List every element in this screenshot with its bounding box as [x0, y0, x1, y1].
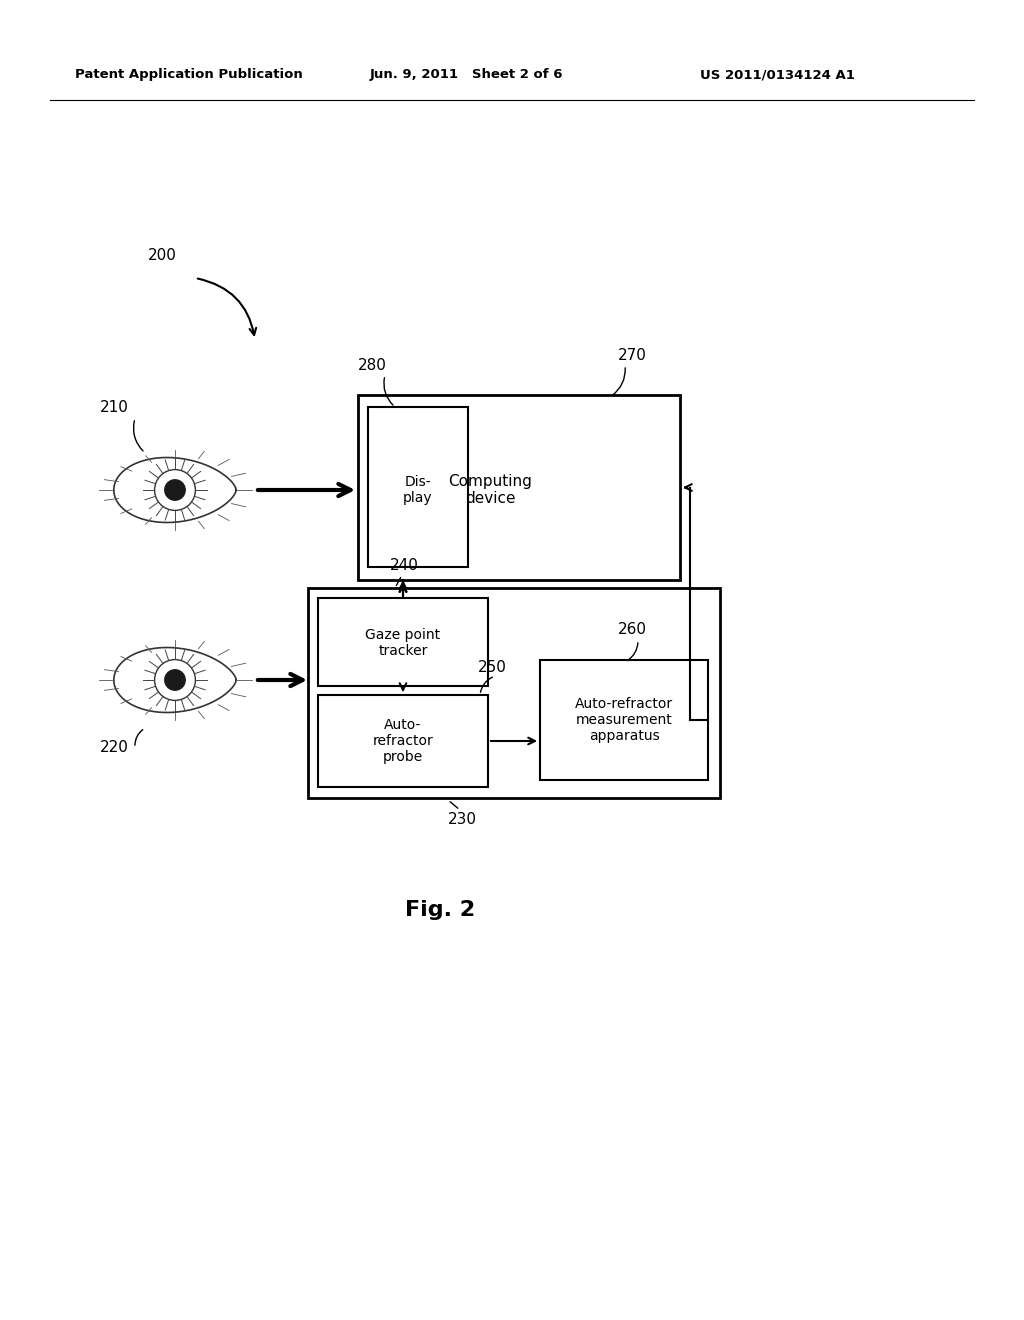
FancyArrowPatch shape	[612, 368, 626, 396]
Circle shape	[165, 669, 185, 690]
FancyArrowPatch shape	[384, 378, 393, 405]
FancyArrowPatch shape	[135, 730, 142, 746]
Text: 280: 280	[358, 358, 387, 374]
Bar	[308, 587, 720, 799]
Circle shape	[165, 479, 185, 500]
Text: 270: 270	[618, 348, 647, 363]
FancyArrowPatch shape	[396, 577, 400, 586]
Text: Jun. 9, 2011   Sheet 2 of 6: Jun. 9, 2011 Sheet 2 of 6	[370, 69, 563, 81]
Text: US 2011/0134124 A1: US 2011/0134124 A1	[700, 69, 855, 81]
Bar	[540, 660, 708, 780]
Text: 200: 200	[148, 248, 177, 263]
Bar	[318, 696, 488, 787]
Text: 220: 220	[100, 741, 129, 755]
Bar	[358, 395, 680, 579]
Bar	[318, 598, 488, 686]
Text: 240: 240	[390, 558, 419, 573]
FancyArrowPatch shape	[480, 677, 493, 692]
Bar	[368, 407, 468, 568]
Polygon shape	[114, 648, 237, 713]
Text: Patent Application Publication: Patent Application Publication	[75, 69, 303, 81]
FancyArrowPatch shape	[451, 801, 458, 808]
Text: 210: 210	[100, 400, 129, 414]
Text: Auto-refractor
measurement
apparatus: Auto-refractor measurement apparatus	[574, 697, 673, 743]
FancyArrowPatch shape	[198, 279, 256, 335]
Text: Computing
device: Computing device	[449, 474, 531, 506]
FancyArrowPatch shape	[628, 643, 638, 660]
Text: Fig. 2: Fig. 2	[404, 900, 475, 920]
FancyArrowPatch shape	[133, 421, 143, 451]
Text: Gaze point
tracker: Gaze point tracker	[366, 628, 440, 659]
Text: Dis-
play: Dis- play	[403, 475, 433, 506]
Text: 250: 250	[478, 660, 507, 675]
Text: Auto-
refractor
probe: Auto- refractor probe	[373, 718, 433, 764]
Text: 230: 230	[449, 812, 477, 828]
Text: 260: 260	[618, 622, 647, 638]
Polygon shape	[114, 458, 237, 523]
